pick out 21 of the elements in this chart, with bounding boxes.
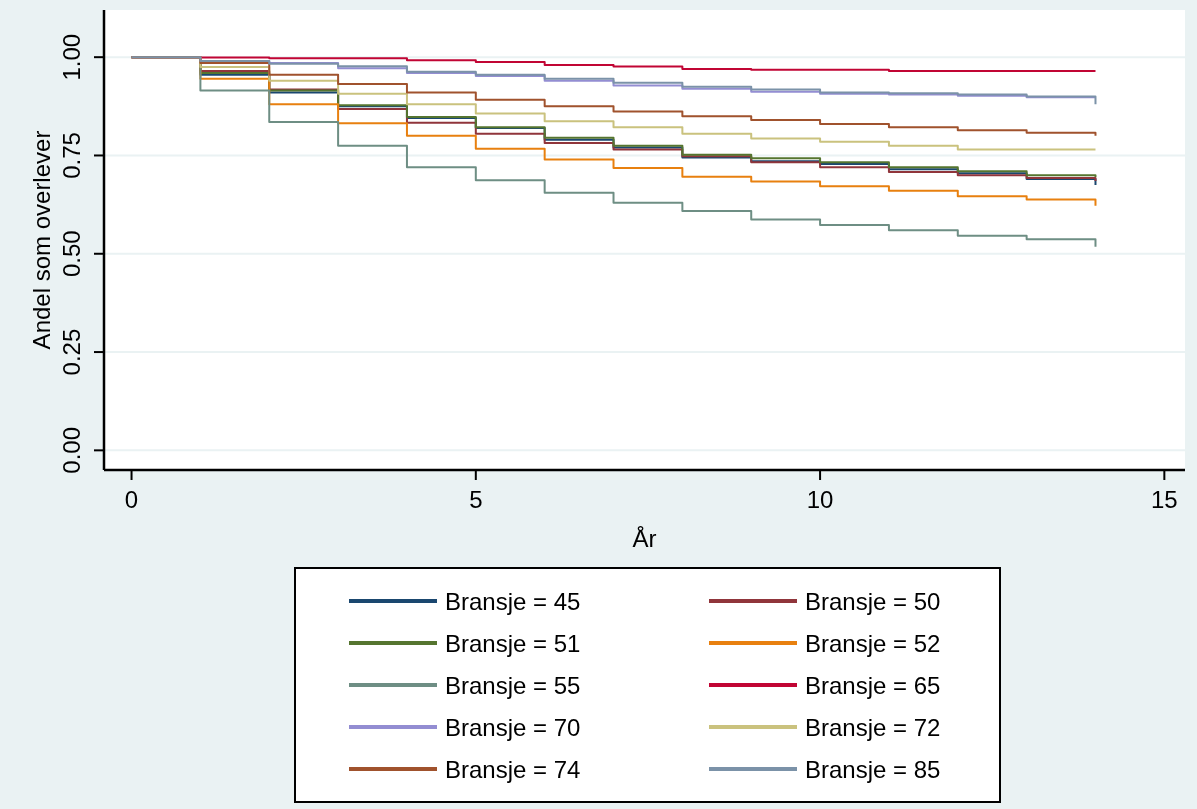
legend-label: Bransje = 51	[445, 630, 581, 657]
y-tick-label: 0.75	[58, 132, 85, 179]
y-tick-label: 0.25	[58, 328, 85, 376]
legend-label: Bransje = 72	[805, 714, 941, 741]
y-axis-title: Andel som overlever	[28, 130, 55, 350]
legend-label: Bransje = 65	[805, 672, 941, 699]
y-tick-label: 1.00	[58, 33, 85, 81]
legend-label: Bransje = 45	[445, 588, 581, 615]
legend-label: Bransje = 85	[805, 756, 941, 783]
legend-label: Bransje = 70	[445, 714, 581, 741]
x-tick-label: 15	[1150, 486, 1178, 513]
legend-label: Bransje = 74	[445, 756, 581, 783]
x-tick-label: 5	[469, 486, 483, 513]
legend-label: Bransje = 55	[445, 672, 581, 699]
y-tick-label: 0.50	[58, 230, 85, 278]
y-tick-label: 0.00	[58, 426, 85, 474]
x-tick-label: 10	[806, 486, 834, 513]
x-tick-label: 0	[124, 486, 139, 513]
x-axis-title: År	[632, 525, 657, 552]
legend-label: Bransje = 52	[805, 630, 941, 657]
legend-label: Bransje = 50	[805, 588, 941, 615]
